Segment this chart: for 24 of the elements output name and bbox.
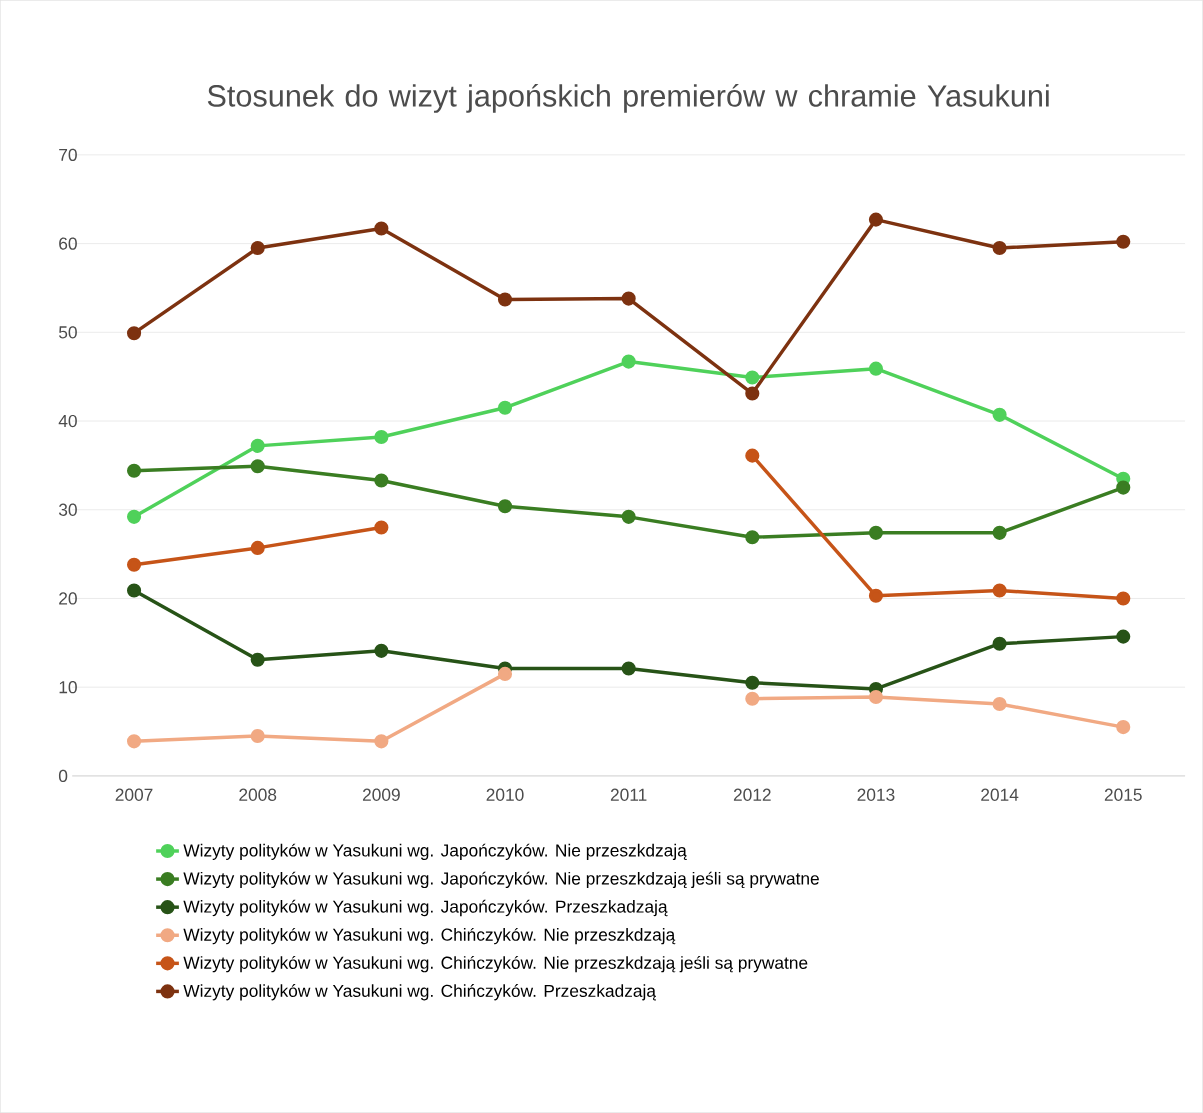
y-tick-label: 10 [59,681,77,694]
y-tick-label: 70 [59,148,77,161]
x-tick-label: 2009 [362,788,400,801]
y-tick-label: 40 [58,414,77,428]
x-tick-label: 2013 [857,788,895,801]
legend-label: Wizyty polityków w Yasukuni wg. Japończyków. Nie przeszkdzają jeśli są prywatne [183,871,819,889]
legend-label: Wizyty polityków w Yasukuni wg. Chińczyków. Nie przeszkdzają jeśli są prywatne [183,955,808,973]
legend-label: Wizyty polityków w Yasukuni wg. Japończyków. Przeszkadzają [183,899,668,917]
y-tick-label: 60 [59,237,77,250]
y-tick-label: 50 [58,326,77,339]
x-tick-label: 2008 [239,788,277,801]
y-tick-label: 20 [59,592,77,605]
y-tick-label: 30 [58,503,77,516]
y-tick-label: 0 [58,769,68,783]
legend-label: Wizyty polityków w Yasukuni wg. Chińczyków. Nie przeszkdzają [183,927,676,945]
chart-title: Stosunek do wizyt japońskich premierów w chramie Yasukuni [207,83,1049,113]
x-tick-label: 2010 [486,788,524,801]
x-tick-label: 2007 [115,788,153,801]
x-tick-label: 2014 [981,788,1019,801]
x-tick-label: 2015 [1104,788,1142,801]
legend-label: Wizyty polityków w Yasukuni wg. Japończyków. Nie przeszkdzają [183,843,687,860]
x-tick-label: 2011 [610,788,647,801]
x-tick-label: 2012 [733,788,771,801]
legend-label: Wizyty polityków w Yasukuni wg. Chińczyków. Przeszkadzają [183,984,656,1001]
